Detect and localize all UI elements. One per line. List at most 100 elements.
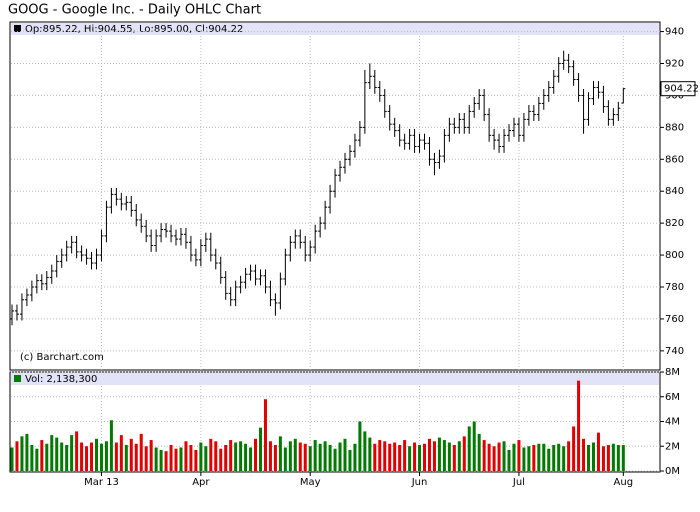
volume-bar [587,445,591,471]
volume-bar [303,443,307,471]
volume-bar [139,433,143,471]
last-price-label: 904.22 [664,84,699,95]
volume-bar [184,441,188,471]
volume-bar [522,447,526,471]
volume-bar [278,436,282,471]
copyright: (c) Barchart.com [20,352,104,363]
volume-bar [239,441,243,471]
y-tick-label: 0M [665,466,680,477]
volume-bar [418,445,422,471]
volume-bar [189,445,193,471]
volume-bar [621,445,625,471]
volume-bar [124,445,128,471]
volume-bar [457,441,461,471]
volume-bar [427,438,431,471]
volume-bar [363,431,367,471]
volume-bar [174,448,178,471]
volume-bar [209,438,213,471]
volume-bar [467,426,471,471]
volume-bar [15,441,19,471]
volume-bar [616,445,620,471]
volume-bar [507,449,511,471]
volume-bar [214,441,218,471]
volume-bar [259,427,262,471]
volume-bar [577,380,581,471]
volume-bar [383,441,387,471]
volume-bar [114,442,118,471]
volume-bar [65,445,69,471]
volume-bar [611,443,615,471]
volume-bar [119,435,123,471]
volume-bar [224,445,228,471]
volume-bar [403,440,407,471]
volume-strip [11,373,659,385]
last-price-box [660,81,696,97]
volume-bar [542,443,546,471]
volume-bar [348,449,352,471]
legend-icon [14,25,21,32]
volume-icon [14,375,21,382]
x-tick-label: Apr [192,477,210,488]
volume-bar [164,451,168,471]
volume-bar [477,433,481,471]
volume-bar [283,447,287,471]
volume-bar [591,442,595,471]
volume-bar [527,446,531,471]
volume-bar [229,440,233,471]
y-tick-label: 6M [665,392,680,403]
volume-bar [368,437,372,471]
volume-bar [333,448,337,471]
volume-bar [154,447,158,471]
volume-bar [512,443,516,471]
volume-bar [606,445,610,471]
y-tick-label: 920 [665,59,684,70]
volume-bar [442,440,446,471]
y-tick-label: 800 [665,250,684,261]
x-tick-label: Mar 13 [84,477,119,488]
volume-bar [432,441,436,471]
volume-bar [502,441,506,471]
volume-bar [482,440,486,471]
volume-bar [373,443,377,471]
volume-bar [437,437,441,471]
volume-bar [572,426,576,471]
volume-bar [35,448,39,471]
volume-bar [358,421,362,471]
volume-bar [70,435,74,471]
x-tick-label: Jul [512,477,525,488]
volume-bar [308,446,312,471]
volume-bar [353,443,357,471]
volume-bar [169,445,173,471]
y-tick-label: 780 [665,282,684,293]
volume-bar [487,443,491,471]
volume-bar [244,443,248,471]
volume-bar [338,442,342,471]
y-tick-label: 840 [665,186,684,197]
volume-bar [293,438,297,471]
volume-bar [567,441,571,471]
volume-bar [492,446,496,471]
volume-bar [204,446,208,471]
volume-bar [40,440,44,471]
volume-bar [25,433,29,471]
volume-bar [557,443,561,471]
volume-bar [75,431,79,471]
volume-bar [129,438,133,471]
y-tick-label: 940 [665,27,684,38]
volume-bar [413,442,417,471]
volume-bar [60,442,64,471]
volume-bar [532,445,536,471]
volume-bar [254,438,258,471]
x-tick-label: Aug [614,477,634,488]
volume-bar [249,447,253,471]
volume-bar [45,443,49,471]
volume-bar [408,446,412,471]
volume-bar [219,448,223,471]
volume-bar [547,448,551,471]
volume-bar [497,442,501,471]
volume-bar [268,441,272,471]
volume-bar [313,440,317,471]
volume-bar [85,446,89,471]
y-tick-label: 8M [665,367,680,378]
y-tick-label: 760 [665,314,684,325]
